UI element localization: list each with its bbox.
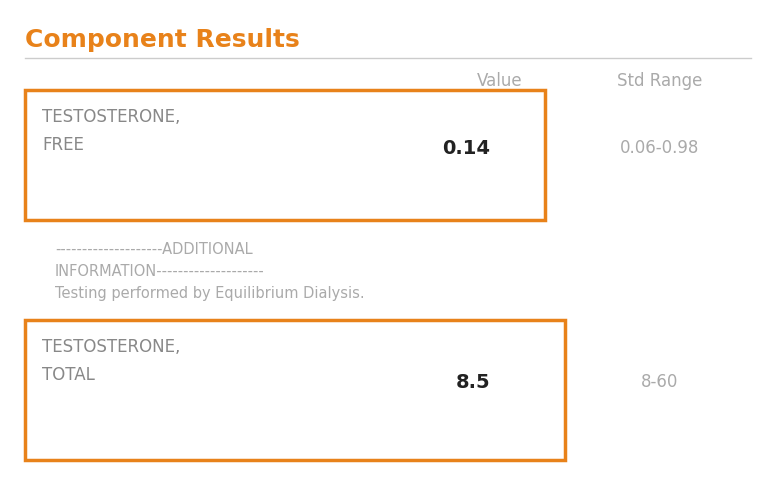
Text: TOTAL: TOTAL bbox=[42, 366, 95, 384]
Text: Value: Value bbox=[477, 72, 523, 90]
Text: 0.14: 0.14 bbox=[442, 139, 490, 157]
Text: TESTOSTERONE,: TESTOSTERONE, bbox=[42, 108, 180, 126]
Text: TESTOSTERONE,: TESTOSTERONE, bbox=[42, 338, 180, 356]
Text: 0.06-0.98: 0.06-0.98 bbox=[620, 139, 700, 157]
Text: Std Range: Std Range bbox=[618, 72, 703, 90]
Text: --------------------ADDITIONAL: --------------------ADDITIONAL bbox=[55, 242, 253, 257]
Text: FREE: FREE bbox=[42, 136, 84, 154]
Text: INFORMATION--------------------: INFORMATION-------------------- bbox=[55, 264, 265, 279]
Text: Component Results: Component Results bbox=[25, 28, 300, 52]
Text: 8-60: 8-60 bbox=[641, 373, 679, 391]
Text: Testing performed by Equilibrium Dialysis.: Testing performed by Equilibrium Dialysi… bbox=[55, 286, 365, 301]
Text: 8.5: 8.5 bbox=[456, 372, 490, 392]
